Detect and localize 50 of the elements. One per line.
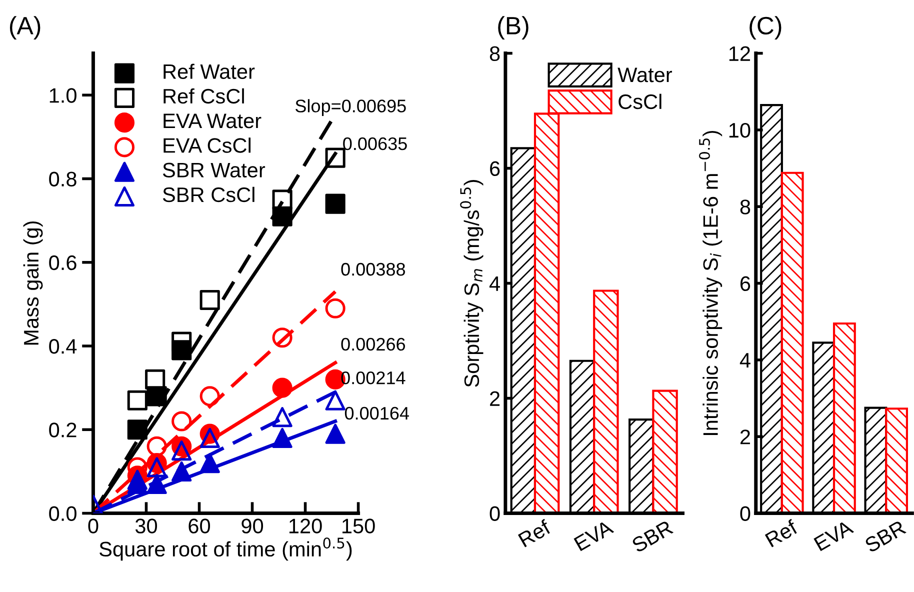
y-tick-label: 6 <box>740 276 750 292</box>
chart-title: (B) <box>498 16 528 40</box>
x-axis-title: Square root of time (min$^{0.5}$) <box>100 538 352 561</box>
legend-label: Ref CsCl <box>164 88 244 104</box>
x-tick-label: 0 <box>88 518 98 534</box>
y-tick-label: 12 <box>729 46 750 61</box>
chart-title: (C) <box>750 16 782 40</box>
x-tick-label: EVA <box>814 520 854 552</box>
y-tick-label: 0 <box>490 506 500 522</box>
y-tick-label: 1.0 <box>50 88 76 103</box>
y-tick-label: 2 <box>740 430 750 444</box>
annotation: 0.00266 <box>341 338 405 351</box>
y-tick-label: 0 <box>740 506 750 522</box>
x-tick-label: EVA <box>574 520 614 552</box>
chart-title: (A) <box>10 16 40 40</box>
x-tick-label: 30 <box>135 518 158 534</box>
y-tick-label: 10 <box>729 122 750 138</box>
y-tick-label: 0.4 <box>49 339 77 354</box>
x-tick-label: 90 <box>242 518 264 534</box>
x-tick-label: Ref <box>518 518 552 548</box>
x-tick-label: 120 <box>289 518 322 534</box>
y-tick-label: 0.2 <box>49 422 76 438</box>
y-tick-label: 0.8 <box>49 172 76 186</box>
x-tick-label: SBR <box>630 520 674 554</box>
y-tick-label: 6 <box>490 161 500 176</box>
x-tick-label: 60 <box>188 518 210 534</box>
y-tick-label: 4 <box>740 353 750 368</box>
annotation: Slop=0.00695 <box>295 99 406 116</box>
legend-label: EVA CsCl <box>164 138 251 153</box>
x-tick-label: Ref <box>764 518 799 548</box>
y-tick-label: 8 <box>740 200 750 214</box>
y-axis-title: Sorptivity S$_{m}$ (mg/s$^{0.5}$) <box>460 180 484 387</box>
annotation: 0.00164 <box>344 406 409 420</box>
y-tick-label: 8 <box>490 46 500 62</box>
legend-label: EVA Water <box>164 114 262 128</box>
legend-label: Ref Water <box>164 64 255 79</box>
annotation: 0.00635 <box>343 137 407 150</box>
y-axis-title: Mass gain (g) <box>23 221 43 345</box>
legend-label: SBR Water <box>162 162 266 178</box>
y-tick-label: 0.0 <box>49 506 76 522</box>
annotation: 0.00388 <box>341 262 406 276</box>
y-tick-label: 4 <box>489 276 500 291</box>
x-tick-label: 150 <box>342 518 375 534</box>
y-tick-label: 2 <box>490 391 500 406</box>
y-axis-title: Intrinsic sorptivity S$_{i}$ (1E-6 m$^{−0.5}$) <box>698 130 722 435</box>
legend-label: CsCl <box>618 94 662 110</box>
x-tick-label: SBR <box>864 520 907 554</box>
y-tick-label: 0.6 <box>49 255 76 270</box>
legend-label: Water <box>618 68 672 82</box>
legend-label: SBR CsCl <box>162 186 254 202</box>
